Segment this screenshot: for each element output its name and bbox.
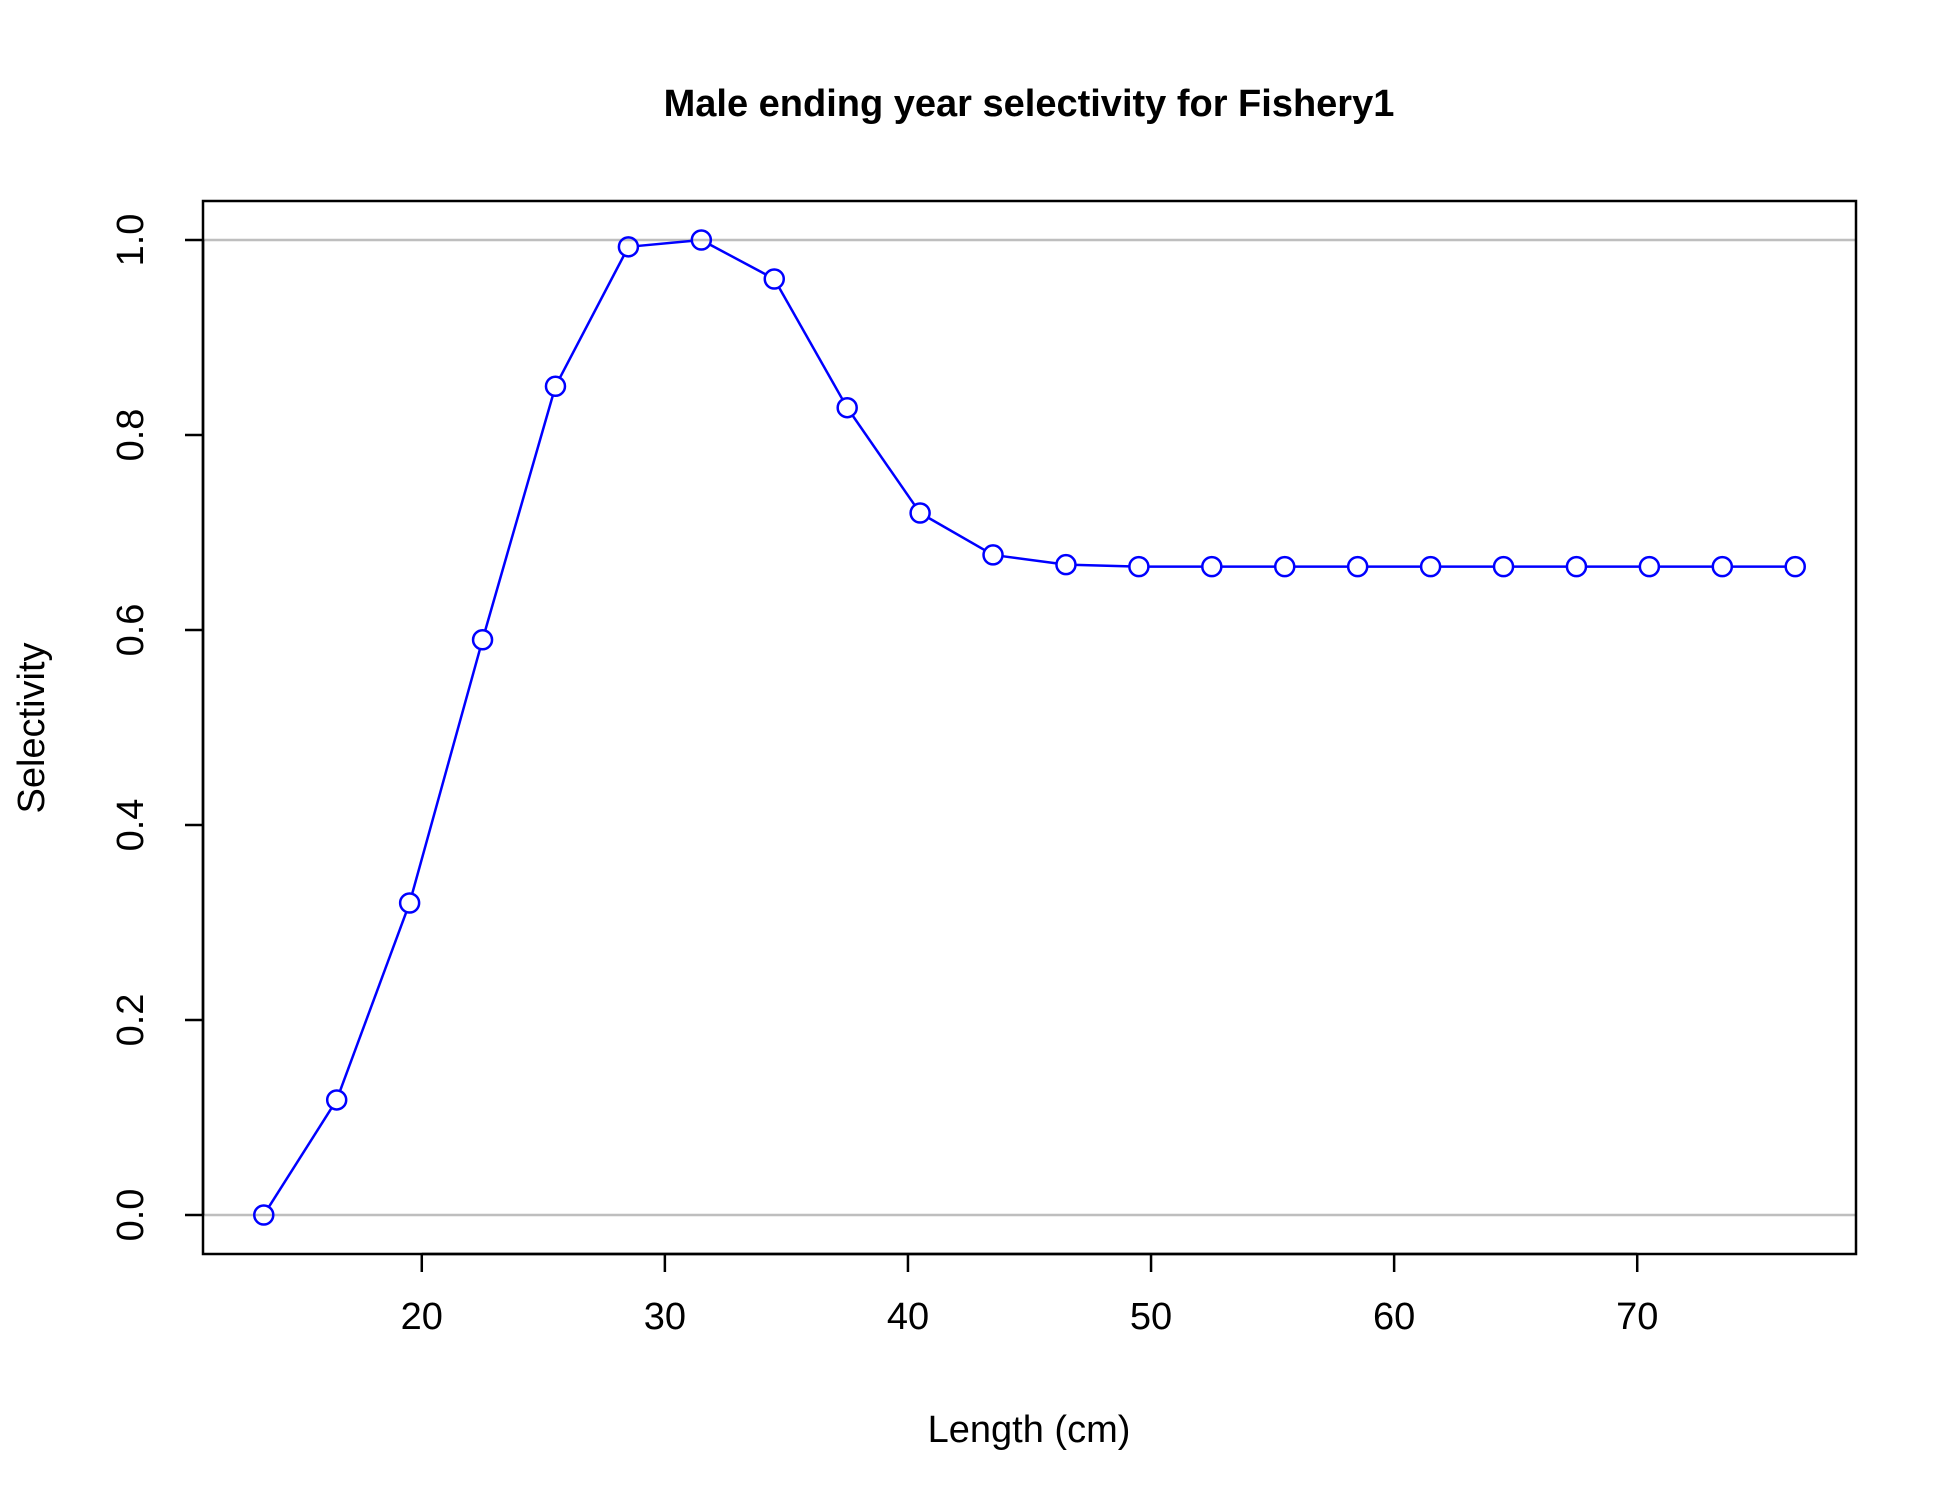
data-point bbox=[398, 892, 421, 914]
data-point bbox=[982, 544, 1004, 566]
data-point bbox=[544, 375, 567, 397]
y-tick-label: 0.8 bbox=[110, 409, 152, 462]
data-series bbox=[253, 229, 1806, 1226]
series-segment bbox=[637, 239, 692, 248]
x-tick-label: 50 bbox=[1130, 1296, 1172, 1338]
data-point bbox=[1273, 555, 1296, 578]
y-tick-label: 0.6 bbox=[110, 604, 152, 657]
data-point bbox=[1638, 555, 1661, 578]
series-segment bbox=[267, 1107, 333, 1208]
y-tick-label: 0.0 bbox=[110, 1189, 152, 1242]
data-point bbox=[1055, 553, 1077, 576]
series-segment bbox=[483, 395, 555, 631]
series-segment bbox=[777, 286, 844, 401]
data-point bbox=[690, 229, 713, 251]
reference-lines bbox=[203, 238, 1856, 1217]
data-point bbox=[1784, 555, 1806, 578]
data-point bbox=[1565, 555, 1588, 578]
y-tick-label: 0.2 bbox=[110, 994, 152, 1047]
data-point bbox=[1346, 555, 1369, 578]
data-point bbox=[1128, 555, 1150, 578]
data-point bbox=[763, 268, 786, 290]
x-axis-label: Length (cm) bbox=[928, 1409, 1131, 1451]
series-segment bbox=[851, 414, 916, 506]
y-tick-label: 0.4 bbox=[110, 799, 152, 852]
x-axis: 20 30 40 50 60 70 bbox=[401, 1252, 1658, 1338]
x-tick-label: 70 bbox=[1616, 1296, 1658, 1338]
y-axis-label: Selectivity bbox=[11, 642, 53, 813]
series-segment bbox=[1075, 563, 1130, 568]
series-segment bbox=[709, 243, 767, 276]
data-point bbox=[1711, 555, 1734, 578]
y-axis: 0.0 0.2 0.4 0.6 0.8 1.0 bbox=[110, 214, 205, 1242]
series-segment bbox=[927, 516, 986, 552]
data-point bbox=[836, 396, 858, 419]
data-point bbox=[909, 502, 931, 524]
series-segment bbox=[1002, 554, 1057, 565]
series-segment bbox=[558, 254, 626, 379]
data-point bbox=[617, 236, 640, 258]
data-point bbox=[1492, 555, 1515, 578]
data-point bbox=[1201, 555, 1223, 578]
data-point bbox=[253, 1204, 275, 1226]
data-point bbox=[1419, 555, 1442, 578]
y-tick-label: 1.0 bbox=[110, 214, 152, 267]
data-point bbox=[471, 629, 494, 651]
x-tick-label: 20 bbox=[401, 1296, 443, 1338]
series-segment bbox=[410, 648, 482, 895]
data-point bbox=[325, 1089, 348, 1111]
x-tick-label: 40 bbox=[887, 1296, 929, 1338]
chart-title: Male ending year selectivity for Fishery… bbox=[664, 83, 1395, 125]
x-tick-label: 60 bbox=[1373, 1296, 1415, 1338]
plot-frame bbox=[201, 199, 1858, 1256]
x-tick-label: 30 bbox=[644, 1296, 686, 1338]
series-segment bbox=[338, 911, 408, 1092]
